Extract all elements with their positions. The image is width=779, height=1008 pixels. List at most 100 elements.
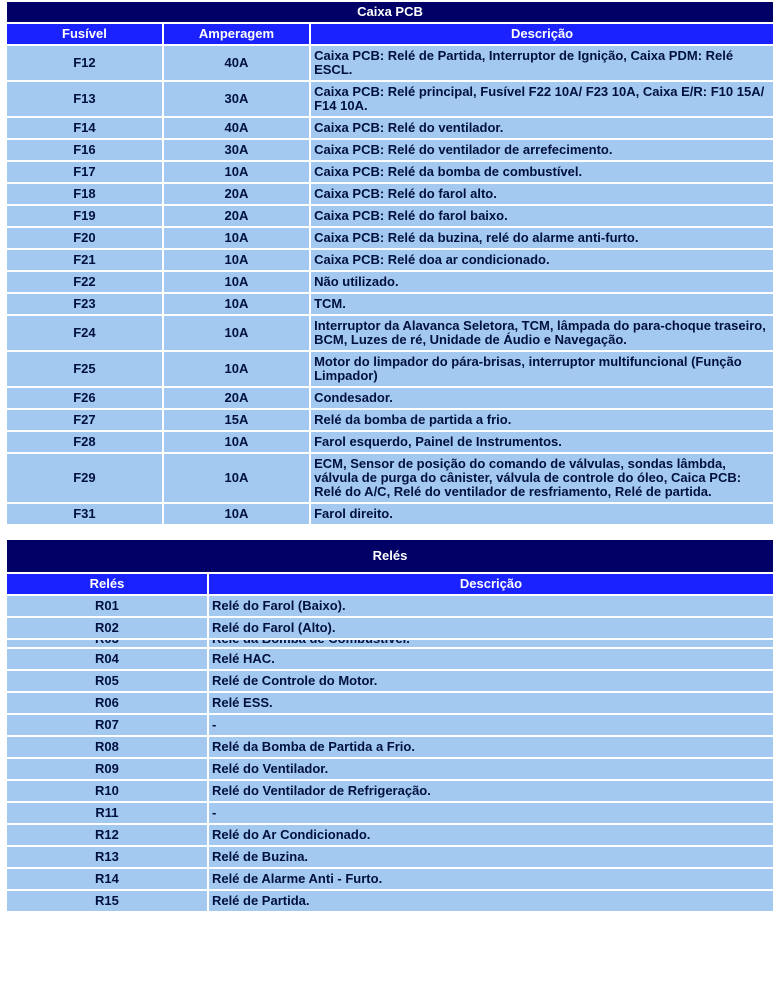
table-cell: Relé da Bomba de Combustível. xyxy=(208,640,773,647)
table-cell: R07 xyxy=(7,715,207,735)
table-cell: F16 xyxy=(7,140,162,160)
table-cell: 30A xyxy=(163,82,310,116)
table-cell: 10A xyxy=(163,272,310,292)
relay-table: Relés Relés Descrição R01 Relé do Farol (B… xyxy=(5,538,775,913)
cell-text: Relé da Bomba de Combustível. xyxy=(212,640,770,646)
table-cell: Relé de Partida. xyxy=(208,891,773,911)
table-cell: R01 xyxy=(7,596,207,616)
table-row: R11- xyxy=(7,803,773,823)
table-cell: Caixa PCB: Relé doa ar condicionado. xyxy=(311,250,773,270)
table-row: F22 10A Não utilizado. xyxy=(7,272,773,292)
table-cell: R10 xyxy=(7,781,207,801)
table-row: F21 10A Caixa PCB: Relé doa ar condicionad… xyxy=(7,250,773,270)
table-cell: TCM. xyxy=(311,294,773,314)
table-cell: Relé da bomba de partida a frio. xyxy=(311,410,773,430)
table-cell: - xyxy=(208,803,773,823)
table-cell: Interruptor da Alavanca Seletora, TCM, l… xyxy=(311,316,773,350)
table-cell: 20A xyxy=(163,388,310,408)
table-cell: Caixa PCB: Relé do farol alto. xyxy=(311,184,773,204)
table-cell: R03 xyxy=(7,640,207,647)
column-header: Descrição xyxy=(208,574,773,594)
table-cell: R08 xyxy=(7,737,207,757)
table-cell: F21 xyxy=(7,250,162,270)
table-cell: Caixa PCB: Relé principal, Fusível F22 1… xyxy=(311,82,773,116)
table-row: F29 10A ECM, Sensor de posição do comando … xyxy=(7,454,773,502)
table-cell: Farol esquerdo, Painel de Instrumentos. xyxy=(311,432,773,452)
table-cell: Relé do Farol (Alto). xyxy=(208,618,773,638)
table-cell: Não utilizado. xyxy=(311,272,773,292)
table-cell: R11 xyxy=(7,803,207,823)
table-cell: Motor do limpador do pára-brisas, interr… xyxy=(311,352,773,386)
table-cell: 40A xyxy=(163,118,310,138)
table-cell: 10A xyxy=(163,250,310,270)
table-title: Relés xyxy=(7,540,773,572)
table-row: R09 Relé do Ventilador. xyxy=(7,759,773,779)
table-cell: Caixa PCB: Relé de Partida, Interruptor … xyxy=(311,46,773,80)
table-cell: R12 xyxy=(7,825,207,845)
table-row: R01 Relé do Farol (Baixo). xyxy=(7,596,773,616)
table-cell: R15 xyxy=(7,891,207,911)
table-cell: Caixa PCB: Relé do farol baixo. xyxy=(311,206,773,226)
table-cell: F19 xyxy=(7,206,162,226)
table-cell: R09 xyxy=(7,759,207,779)
table-row: R10 Relé do Ventilador de Refrigeração. xyxy=(7,781,773,801)
table-row: F17 10A Caixa PCB: Relé da bomba de combus… xyxy=(7,162,773,182)
column-header: Amperagem xyxy=(163,24,310,44)
table-cell: F25 xyxy=(7,352,162,386)
table-cell: R05 xyxy=(7,671,207,691)
table-cell: F14 xyxy=(7,118,162,138)
table-row: R15 Relé de Partida. xyxy=(7,891,773,911)
table-cell: R02 xyxy=(7,618,207,638)
table-row: R13 Relé de Buzina. xyxy=(7,847,773,867)
table-row: R04 Relé HAC. xyxy=(7,649,773,669)
table-row: R12 Relé do Ar Condicionado. xyxy=(7,825,773,845)
table-row: F18 20A Caixa PCB: Relé do farol alto. xyxy=(7,184,773,204)
table-row: R14 Relé de Alarme Anti - Furto. xyxy=(7,869,773,889)
table-row: R08 Relé da Bomba de Partida a Frio. xyxy=(7,737,773,757)
table-cell: 10A xyxy=(163,294,310,314)
table-cell: Relé do Ventilador. xyxy=(208,759,773,779)
table-cell: 10A xyxy=(163,162,310,182)
column-header: Relés xyxy=(7,574,207,594)
table-cell: Relé ESS. xyxy=(208,693,773,713)
table-cell: 30A xyxy=(163,140,310,160)
table-cell: Caixa PCB: Relé da bomba de combustível. xyxy=(311,162,773,182)
table-cell: F29 xyxy=(7,454,162,502)
table-row: F25 10A Motor do limpador do pára-brisas, … xyxy=(7,352,773,386)
table-cell: Farol direito. xyxy=(311,504,773,524)
column-header: Fusível xyxy=(7,24,162,44)
table-cell: F20 xyxy=(7,228,162,248)
table-cell: 10A xyxy=(163,454,310,502)
table-row: F26 20A Condesador. xyxy=(7,388,773,408)
table-row: R05 Relé de Controle do Motor. xyxy=(7,671,773,691)
table-row: F23 10A TCM. xyxy=(7,294,773,314)
table-cell: F26 xyxy=(7,388,162,408)
table-row: F20 10A Caixa PCB: Relé da buzina, relé do… xyxy=(7,228,773,248)
table-title: Caixa PCB xyxy=(7,2,773,22)
table-cell: Relé de Controle do Motor. xyxy=(208,671,773,691)
table-cell: Relé do Ar Condicionado. xyxy=(208,825,773,845)
table-row: F24 10A Interruptor da Alavanca Seletora, … xyxy=(7,316,773,350)
table-cell: 10A xyxy=(163,432,310,452)
table-cell: 10A xyxy=(163,352,310,386)
table-row: F12 40A Caixa PCB: Relé de Partida, Interr… xyxy=(7,46,773,80)
table-cell: Caixa PCB: Relé do ventilador de arrefec… xyxy=(311,140,773,160)
table-row: F27 15A Relé da bomba de partida a frio. xyxy=(7,410,773,430)
table-cell: 20A xyxy=(163,184,310,204)
table-cell: 10A xyxy=(163,316,310,350)
table-cell: 15A xyxy=(163,410,310,430)
table-cell: R14 xyxy=(7,869,207,889)
table-cell: R13 xyxy=(7,847,207,867)
table-cell: F17 xyxy=(7,162,162,182)
table-cell: F27 xyxy=(7,410,162,430)
table-cell: F13 xyxy=(7,82,162,116)
table-cell: - xyxy=(208,715,773,735)
table-cell: F23 xyxy=(7,294,162,314)
table-row: R06 Relé ESS. xyxy=(7,693,773,713)
table-cell: R04 xyxy=(7,649,207,669)
table-cell: 20A xyxy=(163,206,310,226)
table-cell: Relé de Buzina. xyxy=(208,847,773,867)
table-cell: Condesador. xyxy=(311,388,773,408)
fuse-table: Caixa PCB Fusível Amperagem Descrição F12 4… xyxy=(5,0,775,526)
